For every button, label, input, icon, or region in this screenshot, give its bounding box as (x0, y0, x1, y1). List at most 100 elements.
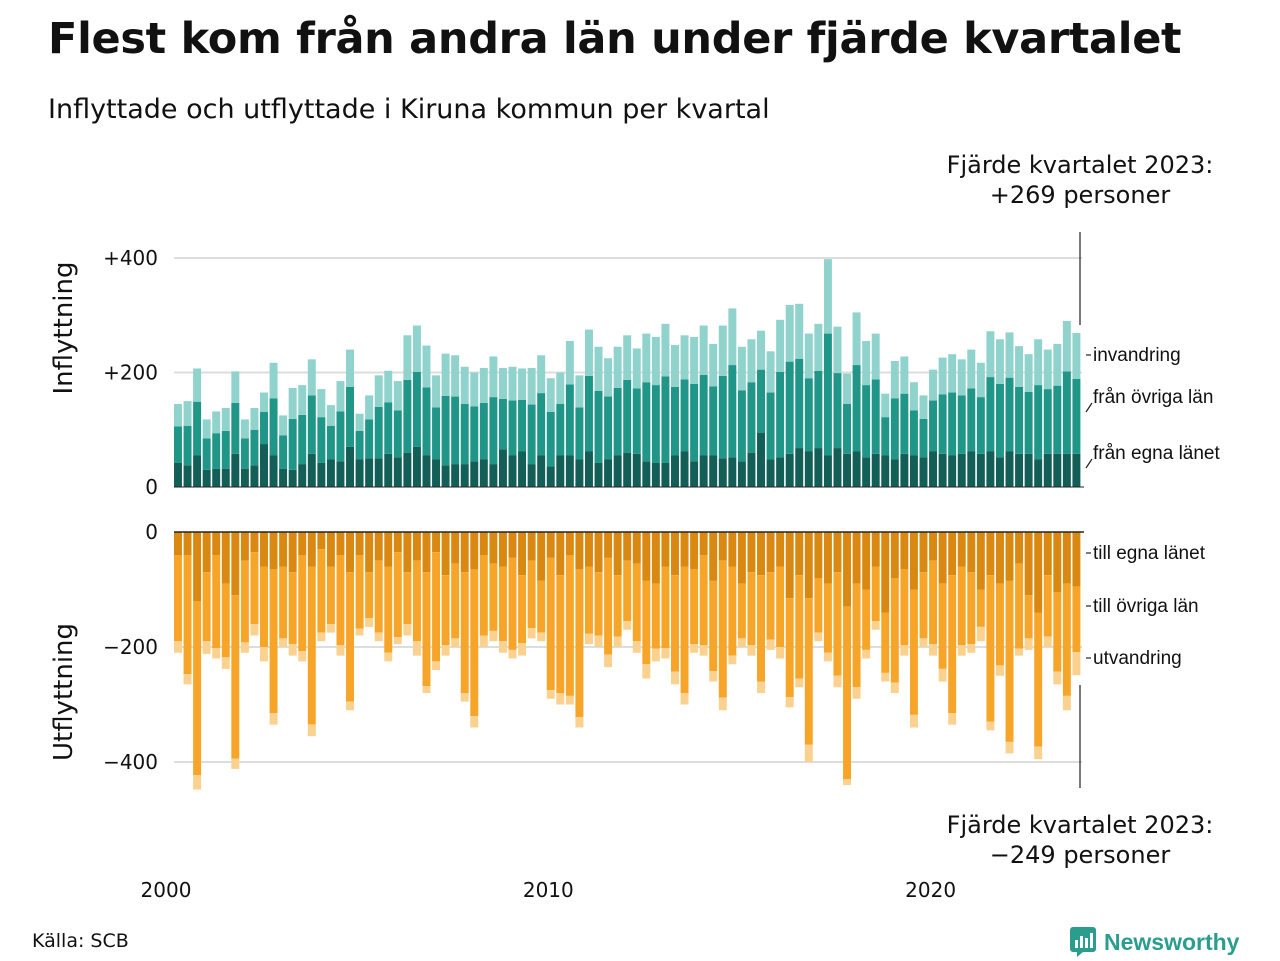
bar-inflow-other-counties (651, 385, 660, 463)
bar-outflow-other-counties (174, 555, 182, 642)
bar-inflow-immigration (231, 371, 240, 403)
bar-outflow-emigration (737, 638, 746, 648)
bar-inflow-own-county (537, 455, 546, 487)
bar-inflow-own-county (776, 457, 785, 487)
bar-outflow-own-county (412, 532, 421, 561)
bar-outflow-emigration (690, 644, 699, 653)
bar-inflow-other-counties (757, 369, 765, 433)
bar-inflow-other-counties (518, 399, 527, 452)
bar-inflow-immigration (498, 367, 507, 399)
bar-inflow-immigration (957, 359, 966, 396)
bar-outflow-other-counties (556, 575, 565, 694)
bar-inflow-other-counties (995, 383, 1004, 458)
bar-inflow-own-county (1005, 451, 1014, 487)
bar-outflow-other-counties (546, 557, 555, 691)
y-axis-title-outflow: Utflyttning (49, 623, 79, 761)
bar-outflow-emigration (527, 628, 536, 639)
bar-outflow-own-county (986, 532, 995, 576)
bar-inflow-immigration (843, 373, 852, 404)
bar-outflow-other-counties (212, 555, 221, 649)
bar-inflow-other-counties (193, 401, 202, 456)
bar-inflow-immigration (833, 326, 842, 374)
bar-outflow-other-counties (326, 566, 335, 624)
bar-outflow-other-counties (948, 575, 957, 714)
top-callout-line1: Fjärde kvartalet 2023: (946, 151, 1214, 179)
bar-outflow-other-counties (384, 566, 393, 653)
bar-inflow-immigration (1062, 320, 1071, 372)
bar-outflow-own-county (193, 532, 202, 601)
bar-inflow-other-counties (365, 419, 374, 459)
brand-name: Newsworthy (1104, 928, 1240, 955)
bar-outflow-other-counties (288, 572, 297, 645)
bar-outflow-own-county (766, 532, 775, 573)
bar-outflow-own-county (326, 532, 335, 567)
x-tick-label: 2020 (905, 878, 956, 902)
bar-inflow-own-county (326, 459, 335, 487)
bar-inflow-other-counties (565, 384, 574, 456)
bar-outflow-own-county (317, 532, 326, 550)
bar-inflow-other-counties (260, 412, 268, 445)
bar-outflow-other-counties (374, 560, 383, 633)
bar-inflow-own-county (957, 453, 966, 487)
bar-inflow-other-counties (221, 430, 230, 469)
bar-inflow-other-counties (527, 404, 536, 465)
bar-outflow-own-county (671, 532, 679, 576)
bar-inflow-own-county (651, 462, 660, 487)
newsworthy-logo[interactable]: Newsworthy (1070, 925, 1239, 959)
bar-inflow-other-counties (690, 383, 699, 462)
bar-outflow-own-county (479, 532, 488, 555)
bar-inflow-own-county (604, 459, 613, 487)
bar-outflow-own-county (967, 532, 976, 573)
bar-inflow-own-county (374, 458, 383, 488)
bar-outflow-emigration (212, 648, 221, 659)
bar-outflow-own-county (355, 532, 364, 555)
bar-inflow-immigration (1034, 339, 1043, 386)
bar-inflow-other-counties (785, 361, 794, 454)
bar-outflow-own-county (823, 532, 832, 584)
bar-inflow-immigration (565, 341, 574, 385)
bar-outflow-emigration (1005, 741, 1014, 754)
axes: 0 +200 +400 0 −200 −400 2000 2010 2020 (103, 232, 1084, 902)
bar-outflow-emigration (403, 624, 412, 636)
bar-outflow-emigration (642, 664, 651, 679)
bar-outflow-other-counties (843, 606, 852, 780)
bar-outflow-other-counties (986, 575, 995, 722)
bar-inflow-own-county (594, 462, 603, 487)
bar-outflow-own-county (527, 532, 536, 561)
bar-inflow-own-county (623, 452, 632, 487)
bar-outflow-emigration (556, 693, 565, 705)
bar-outflow-emigration (852, 687, 861, 699)
bar-outflow-emigration (546, 690, 555, 699)
bar-inflow-immigration (307, 359, 316, 396)
bar-outflow-own-county (995, 532, 1004, 584)
bar-inflow-other-counties (1062, 371, 1071, 454)
bar-outflow-other-counties (575, 569, 584, 718)
bar-outflow-emigration (250, 624, 259, 636)
bar-outflow-other-counties (661, 566, 670, 649)
bar-inflow-immigration (919, 395, 928, 419)
bar-outflow-own-county (422, 532, 431, 573)
bar-outflow-other-counties (518, 575, 527, 643)
bar-inflow-other-counties (881, 417, 890, 456)
bar-inflow-other-counties (412, 371, 421, 447)
bar-inflow-other-counties (451, 396, 460, 465)
bar-inflow-own-county (661, 462, 670, 487)
bar-outflow-other-counties (365, 572, 374, 619)
bar-inflow-immigration (862, 341, 871, 386)
bar-inflow-other-counties (680, 379, 689, 452)
bar-outflow-own-county (699, 532, 708, 555)
bar-inflow-immigration (785, 304, 794, 362)
bar-inflow-other-counties (441, 395, 450, 466)
bar-inflow-immigration (881, 393, 890, 418)
bar-inflow-own-county (355, 459, 364, 487)
bar-outflow-own-county (1072, 532, 1081, 587)
bar-outflow-own-county (948, 532, 957, 576)
bar-inflow-immigration (718, 325, 727, 376)
bar-outflow-own-county (231, 532, 240, 596)
bar-inflow-other-counties (422, 387, 431, 456)
bar-inflow-other-counties (174, 426, 182, 463)
bar-outflow-emigration (518, 642, 527, 656)
bar-inflow-immigration (766, 351, 775, 393)
bar-inflow-immigration (804, 333, 813, 379)
bar-inflow-own-county (900, 453, 909, 487)
